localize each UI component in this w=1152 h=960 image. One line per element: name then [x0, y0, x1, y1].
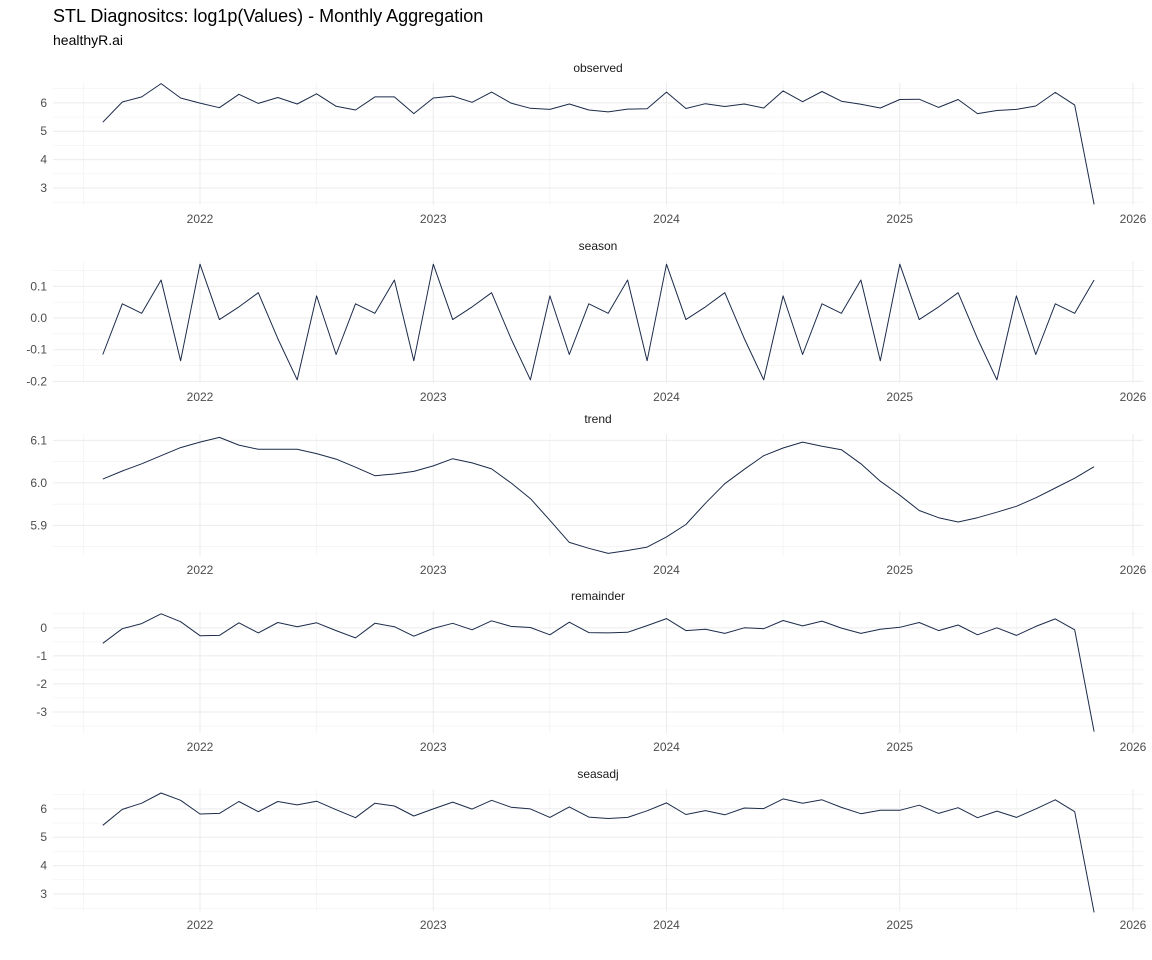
y-tick-label: -0.1: [26, 343, 47, 357]
y-tick-label: 5: [40, 830, 47, 844]
y-tick-label: 5.9: [30, 518, 47, 532]
y-tick-label: 3: [40, 887, 47, 901]
x-tick-label: 2023: [420, 918, 447, 932]
y-tick-label: 0.1: [30, 279, 47, 293]
x-tick-label: 2024: [653, 390, 680, 404]
x-tick-label: 2022: [187, 390, 214, 404]
x-tick-label: 2025: [886, 918, 913, 932]
y-tick-label: 3: [40, 181, 47, 195]
panel-seasadj: seasadj 3 4 5 6 2022 2023 2024 2025 2026: [40, 767, 1146, 932]
y-tick-label: 6.1: [30, 433, 47, 447]
y-tick-label: 5: [40, 124, 47, 138]
facet-label-remainder: remainder: [571, 589, 625, 603]
x-tick-label: 2026: [1120, 740, 1147, 754]
panel-observed: observed 3 4 5 6 2022 2023 2024 2025 2026: [40, 61, 1146, 226]
x-tick-label: 2022: [187, 740, 214, 754]
x-tick-label: 2023: [420, 390, 447, 404]
x-tick-label: 2026: [1120, 918, 1147, 932]
x-tick-label: 2024: [653, 740, 680, 754]
x-tick-label: 2022: [187, 918, 214, 932]
y-tick-label: 4: [40, 859, 47, 873]
y-tick-label: 6.0: [30, 476, 47, 490]
x-tick-label: 2025: [886, 563, 913, 577]
x-tick-label: 2023: [420, 212, 447, 226]
x-tick-label: 2024: [653, 918, 680, 932]
y-tick-label: -0.2: [26, 374, 47, 388]
y-tick-label: -2: [36, 677, 47, 691]
facet-label-trend: trend: [584, 412, 611, 426]
x-tick-label: 2026: [1120, 212, 1147, 226]
y-tick-label: 0: [40, 621, 47, 635]
series-line-observed: [102, 83, 1095, 205]
x-tick-label: 2025: [886, 740, 913, 754]
panel-remainder: remainder -3 -2 -1 0 2022 2023 2024 2025 2026: [36, 589, 1146, 754]
y-tick-label: 4: [40, 153, 47, 167]
x-tick-label: 2022: [187, 212, 214, 226]
y-tick-label: 6: [40, 96, 47, 110]
facet-label-season: season: [579, 239, 618, 253]
x-tick-label: 2024: [653, 563, 680, 577]
x-tick-label: 2024: [653, 212, 680, 226]
chart-title: STL Diagnositcs: log1p(Values) - Monthly…: [53, 6, 484, 26]
series-line-remainder: [102, 613, 1095, 732]
facet-label-observed: observed: [573, 61, 622, 75]
y-tick-label: 0.0: [30, 311, 47, 325]
x-tick-label: 2025: [886, 212, 913, 226]
panel-season: season -0.2 -0.1 0.0 0.1 2022 2023 2024 2025 2026: [26, 239, 1146, 404]
y-tick-label: -3: [36, 705, 47, 719]
x-tick-label: 2026: [1120, 563, 1147, 577]
y-tick-label: -1: [36, 649, 47, 663]
facet-label-seasadj: seasadj: [577, 767, 618, 781]
x-tick-label: 2023: [420, 563, 447, 577]
x-tick-label: 2023: [420, 740, 447, 754]
x-tick-label: 2026: [1120, 390, 1147, 404]
x-tick-label: 2025: [886, 390, 913, 404]
series-line-trend: [102, 436, 1095, 554]
series-line-seasadj: [102, 792, 1095, 913]
y-tick-label: 6: [40, 802, 47, 816]
series-line-season: [102, 263, 1095, 381]
x-tick-label: 2022: [187, 563, 214, 577]
chart-subtitle: healthyR.ai: [53, 32, 124, 48]
panel-trend: trend 5.9 6.0 6.1 2022 2023 2024 2025 2026: [30, 412, 1146, 577]
